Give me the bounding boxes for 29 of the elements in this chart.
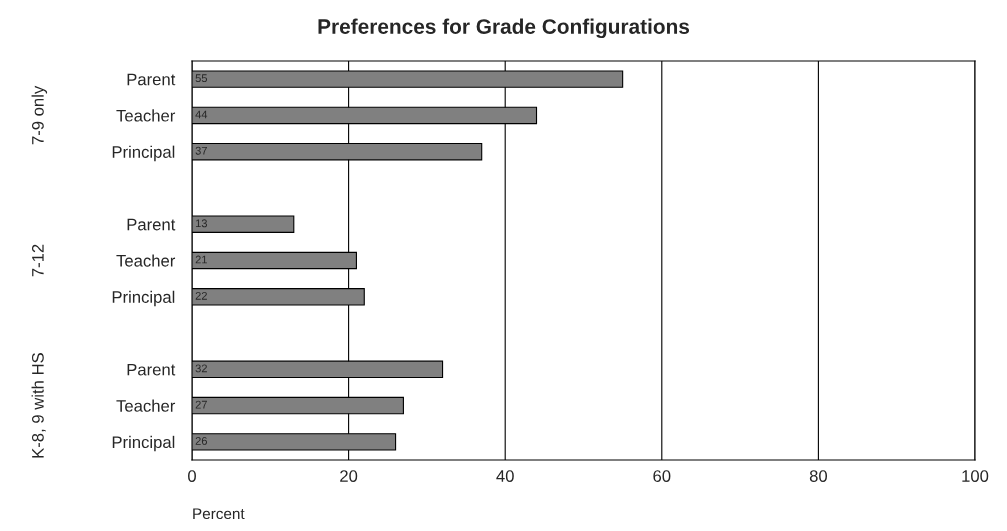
y-tick-label: Teacher xyxy=(116,254,176,267)
data-label: 32 xyxy=(195,364,207,373)
y-tick-label: Parent xyxy=(127,218,176,231)
y-tick-label: Principal xyxy=(112,290,175,307)
data-label: 44 xyxy=(195,110,208,119)
x-tick-label: 40 xyxy=(496,470,514,482)
y-tick-label: Principal xyxy=(112,145,175,162)
chart-title: Preferences for Grade Configurations xyxy=(318,18,690,39)
data-label: 22 xyxy=(195,291,207,300)
x-tick-label: 20 xyxy=(340,470,358,482)
x-tick-label: 80 xyxy=(809,470,828,482)
data-label: 37 xyxy=(195,146,207,155)
data-label: 27 xyxy=(195,400,207,409)
data-label: 55 xyxy=(195,74,208,83)
text: K-8, 9 with HS xyxy=(31,353,46,458)
x-tick-label: 100 xyxy=(962,470,989,482)
data-label: 21 xyxy=(195,255,207,264)
y-tick-label: Teacher xyxy=(116,399,176,412)
y-tick-label: Teacher xyxy=(116,109,176,122)
y-tick-label: Principal xyxy=(112,435,175,452)
y-tick-label: Parent xyxy=(127,73,176,86)
x-tick-label: 0 xyxy=(188,470,196,482)
text: 7-9 only xyxy=(31,85,48,145)
data-label: 13 xyxy=(195,219,207,228)
text: 7-12 xyxy=(31,244,44,277)
x-axis-title: Percent xyxy=(193,508,245,520)
data-label: 26 xyxy=(195,436,207,445)
y-tick-label: Parent xyxy=(127,363,176,376)
x-tick-label: 60 xyxy=(653,470,671,482)
